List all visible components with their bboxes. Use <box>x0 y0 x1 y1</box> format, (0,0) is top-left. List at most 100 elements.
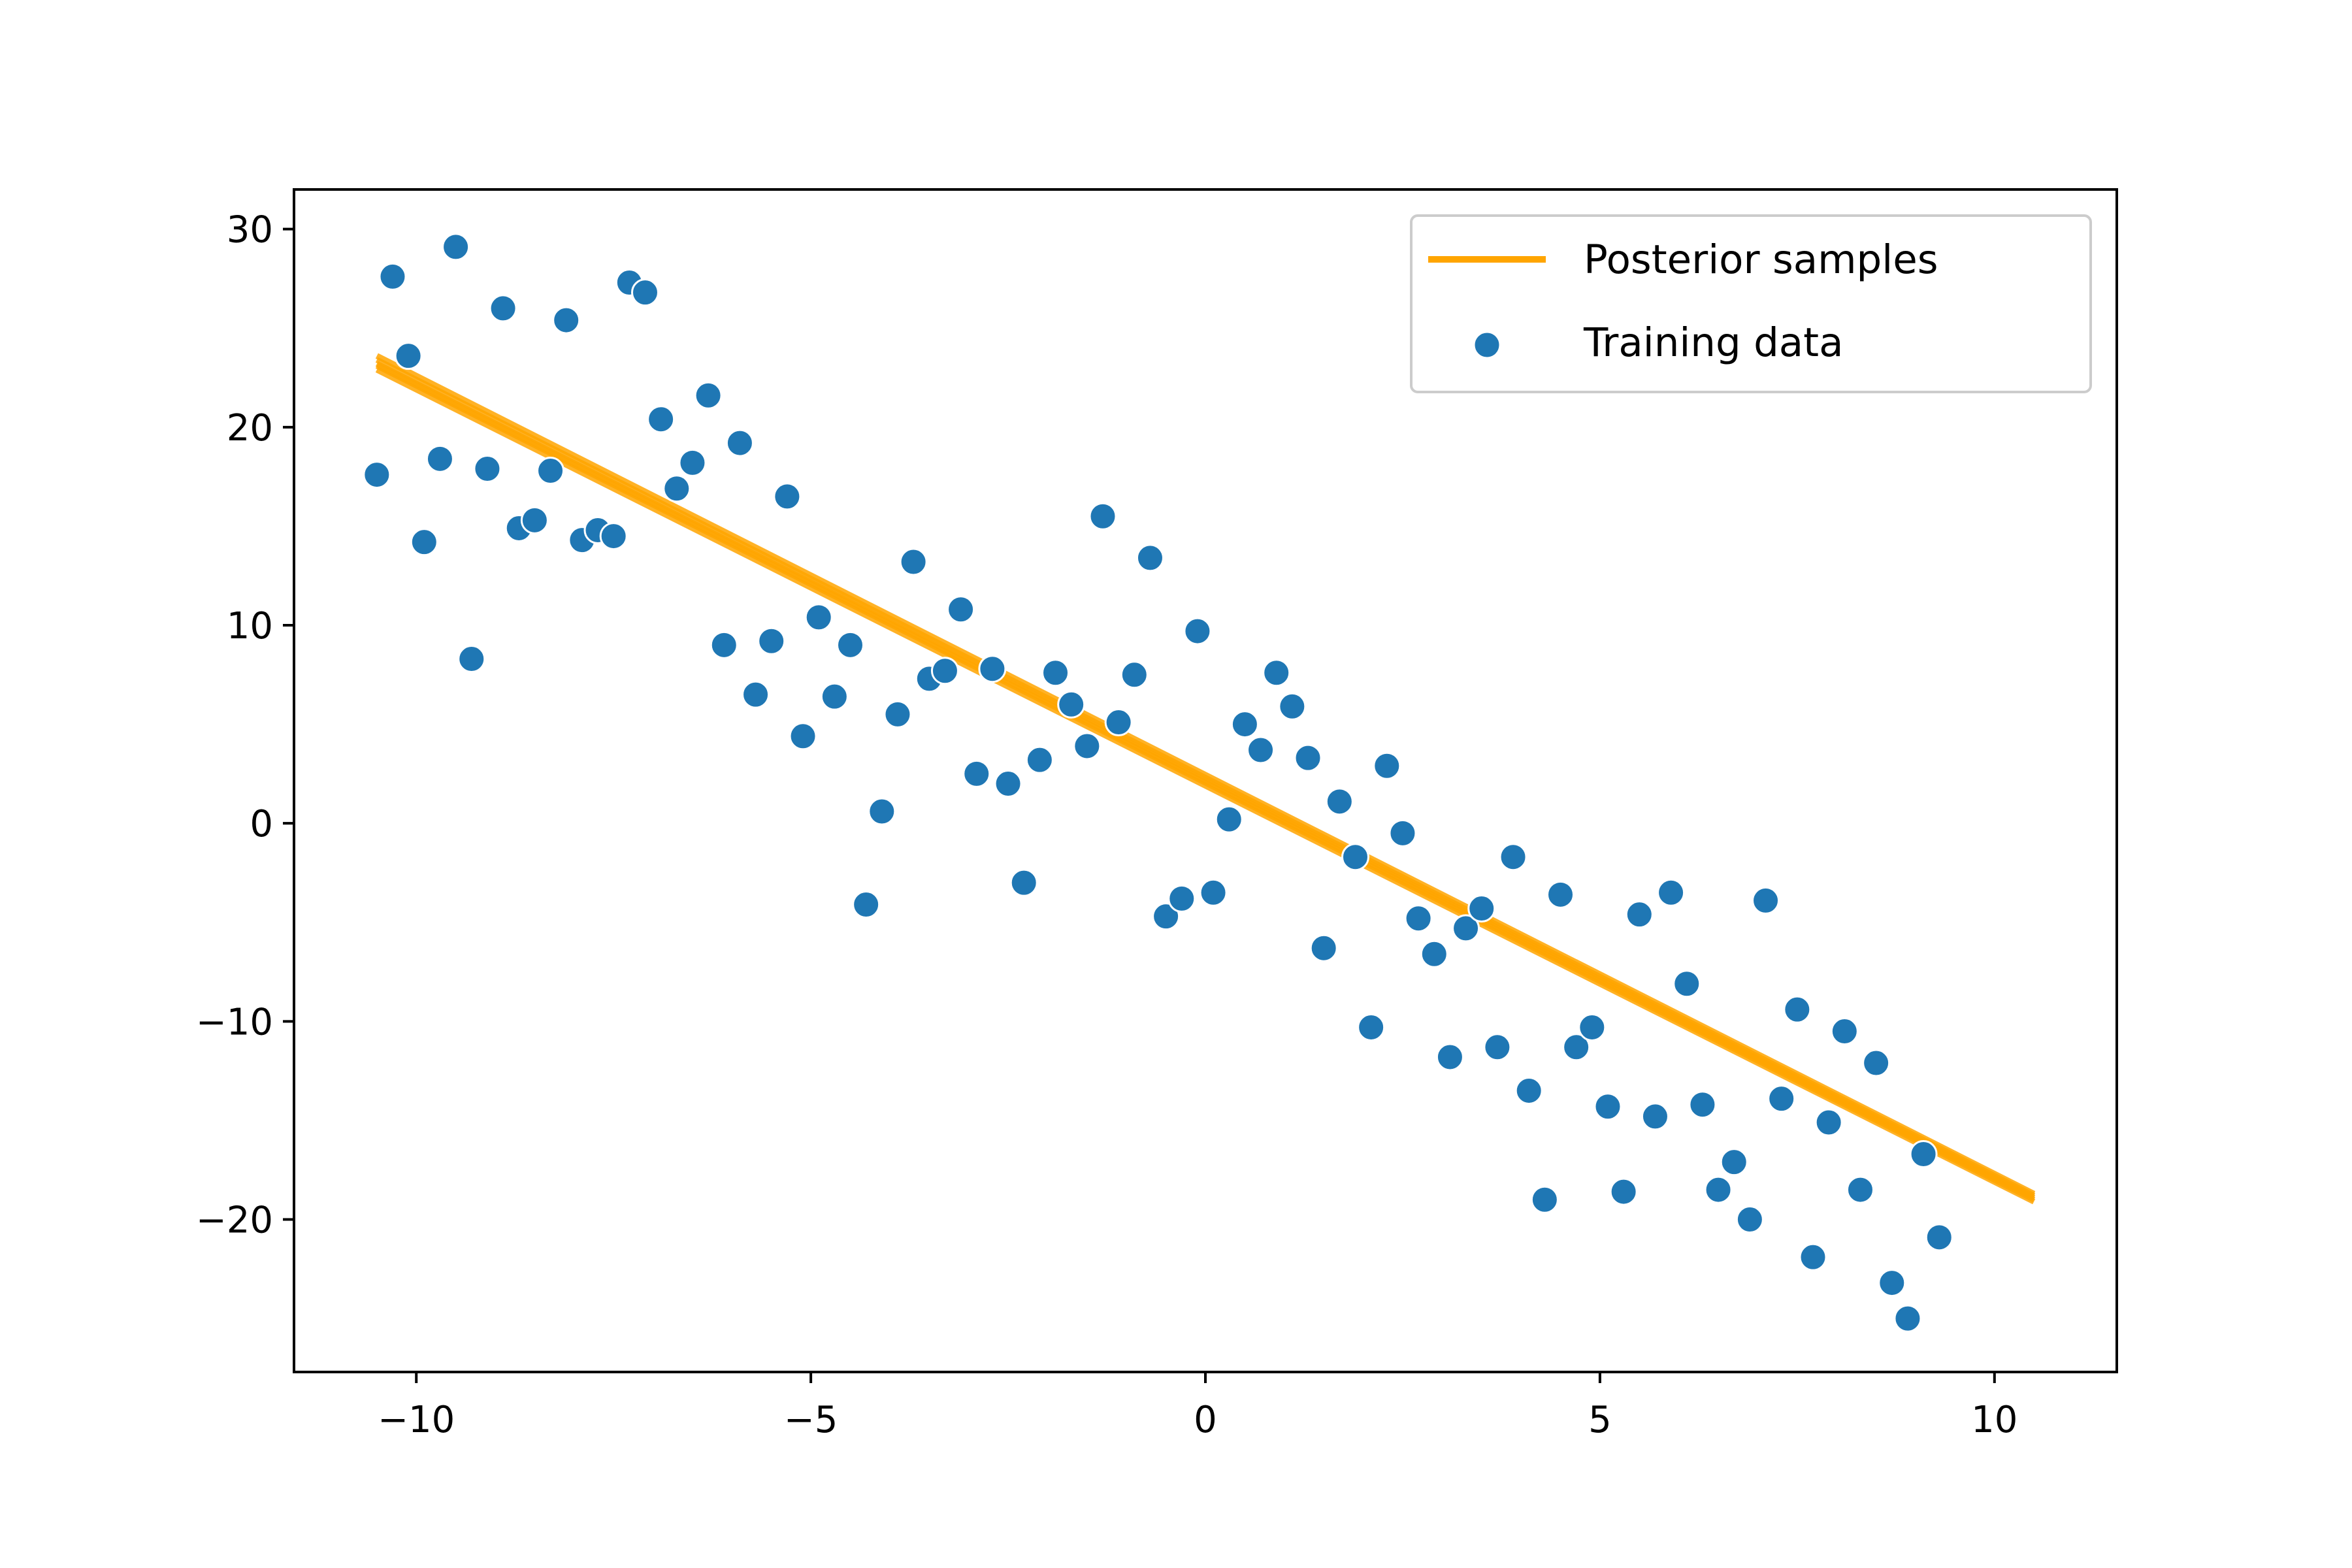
training-data-point <box>883 700 912 728</box>
training-data-point <box>1767 1085 1796 1113</box>
posterior-sample-line <box>375 353 2036 1197</box>
training-data-point <box>1483 1033 1512 1062</box>
legend-marker-swatch <box>1473 331 1501 359</box>
y-tick-label: −10 <box>196 1001 273 1043</box>
y-tick-label: 20 <box>227 407 273 449</box>
training-data-point <box>742 680 770 709</box>
training-data-point <box>425 444 454 473</box>
training-data-point <box>947 595 975 624</box>
training-data-point <box>378 262 407 291</box>
training-data-point <box>1846 1175 1874 1204</box>
training-data-point <box>1688 1090 1717 1119</box>
training-data-point <box>1357 1013 1386 1041</box>
training-data-point <box>1452 914 1480 943</box>
training-data-point <box>536 457 565 485</box>
training-data-point <box>1830 1017 1859 1046</box>
training-data-point <box>1909 1139 1938 1168</box>
training-data-point <box>1104 708 1133 737</box>
posterior-sample-line <box>375 367 2036 1205</box>
y-tick-label: −20 <box>196 1200 273 1242</box>
training-data-point <box>725 429 754 457</box>
training-data-point <box>1009 868 1038 897</box>
training-data-point <box>1073 732 1102 760</box>
training-data-point <box>1388 819 1417 847</box>
training-data-point <box>804 603 833 632</box>
training-data-point <box>1593 1092 1622 1121</box>
training-data-point <box>773 482 802 511</box>
training-data-point <box>520 506 549 534</box>
training-data-point <box>994 770 1022 798</box>
y-tick-label: 10 <box>227 605 273 647</box>
training-data-point <box>1704 1175 1733 1204</box>
posterior-sample-line <box>375 361 2036 1201</box>
training-data-point <box>394 342 423 370</box>
training-data-point <box>1657 878 1686 907</box>
training-data-point <box>1404 904 1433 933</box>
training-data-point <box>789 722 817 751</box>
training-data-point <box>1562 1033 1591 1062</box>
training-data-point <box>1199 878 1228 907</box>
training-data-point <box>836 630 864 659</box>
y-axis: −20 −10 0 10 20 30 <box>196 209 294 1242</box>
training-data-point <box>1673 970 1701 998</box>
training-data-point <box>599 522 628 551</box>
training-data-point <box>1467 894 1496 923</box>
training-data-point <box>1514 1076 1543 1105</box>
training-data-point <box>1373 751 1401 780</box>
x-tick-label: −10 <box>378 1399 455 1441</box>
y-tick-label: 30 <box>227 209 273 252</box>
training-data-point <box>1278 692 1307 721</box>
training-data-point <box>647 405 676 434</box>
training-data-point <box>1578 1013 1607 1041</box>
training-data-point <box>1135 544 1164 572</box>
training-data-point <box>1294 743 1322 772</box>
training-data-point <box>930 657 959 685</box>
training-data-point <box>1152 902 1181 931</box>
legend-box <box>1410 214 2092 393</box>
training-data-point <box>1783 995 1812 1024</box>
training-data-point <box>1546 880 1575 909</box>
training-data-point <box>1499 843 1527 872</box>
training-data-point <box>1925 1223 1953 1252</box>
training-data-layer <box>363 233 1953 1333</box>
training-data-point <box>978 655 1007 683</box>
training-data-point <box>1799 1243 1827 1271</box>
training-data-point <box>1057 690 1086 719</box>
training-data-point <box>489 294 517 323</box>
training-data-point <box>1735 1205 1764 1234</box>
training-data-point <box>1215 805 1243 834</box>
training-data-point <box>1720 1148 1748 1177</box>
posterior-samples-layer <box>375 353 2036 1205</box>
training-data-point <box>552 306 581 335</box>
training-data-point <box>410 528 438 557</box>
training-data-point <box>820 682 849 711</box>
training-data-point <box>662 474 691 503</box>
training-data-point <box>1420 939 1448 968</box>
x-axis: −10 −5 0 5 10 <box>378 1372 2017 1441</box>
legend-label-training-data: Training data <box>1583 319 1843 366</box>
training-data-point <box>1247 736 1275 764</box>
training-data-point <box>630 278 659 307</box>
training-data-point <box>1088 502 1117 531</box>
training-data-point <box>1025 745 1054 774</box>
x-tick-label: −5 <box>784 1399 838 1441</box>
training-data-point <box>1752 886 1780 915</box>
training-data-point <box>852 890 881 919</box>
y-tick-label: 0 <box>250 803 273 845</box>
x-tick-label: 0 <box>1194 1399 1217 1441</box>
training-data-point <box>710 630 738 659</box>
training-data-point <box>473 454 502 483</box>
training-data-point <box>1120 661 1149 689</box>
training-data-point <box>1625 900 1654 929</box>
legend: Posterior samples Training data <box>1410 214 2092 393</box>
training-data-point <box>457 645 486 674</box>
training-data-point <box>1814 1108 1843 1137</box>
training-data-point <box>1862 1049 1891 1077</box>
training-data-point <box>442 233 470 261</box>
training-data-point <box>1325 787 1354 816</box>
training-data-point <box>1041 659 1070 687</box>
training-data-point <box>1641 1102 1669 1131</box>
training-data-point <box>1183 617 1212 645</box>
x-tick-label: 10 <box>1971 1399 2017 1441</box>
